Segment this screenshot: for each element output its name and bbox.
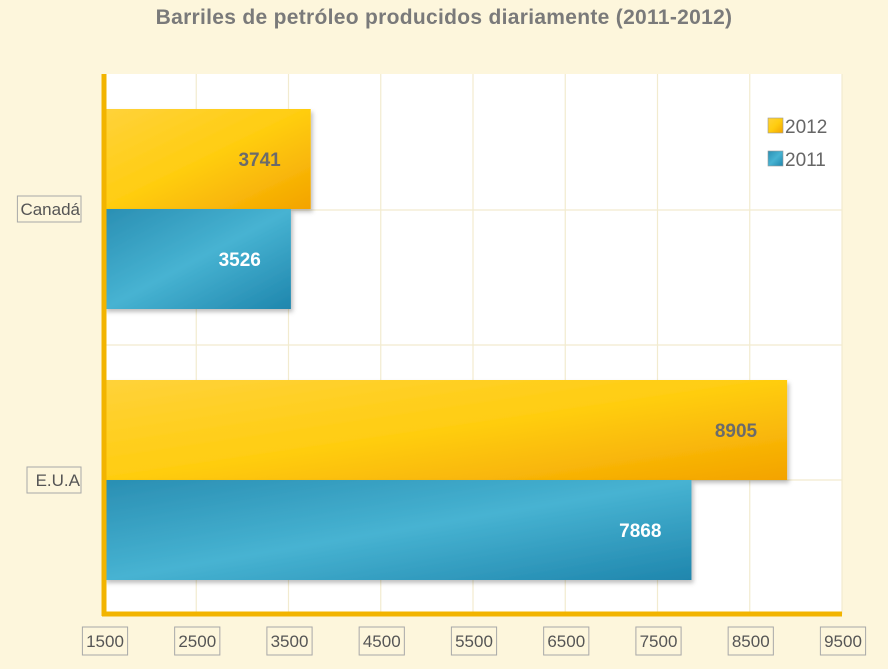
x-tick-label: 2500 <box>178 632 216 651</box>
x-tick-box <box>266 626 313 656</box>
legend-swatch-2012 <box>767 117 784 134</box>
category-label-1: E.U.A <box>26 466 82 494</box>
category-label-box <box>26 466 82 494</box>
x-tick-box <box>358 626 405 656</box>
x-tick-label: 5500 <box>455 632 493 651</box>
x-tick-4500: 4500 <box>358 626 405 656</box>
chart-title: Barriles de petróleo producidos diariame… <box>155 6 733 29</box>
bar-value-label: 3526 <box>219 250 261 271</box>
x-tick-3500: 3500 <box>266 626 313 656</box>
x-tick-label: 9500 <box>824 632 862 651</box>
x-tick-9500: 9500 <box>819 626 867 656</box>
x-tick-box <box>727 626 774 656</box>
legend-label-2011: 2011 <box>785 150 826 171</box>
category-label-text: Canadá <box>20 200 80 219</box>
category-label-box <box>16 195 82 223</box>
bar-value-label: 8905 <box>715 421 758 442</box>
x-tick-box <box>81 626 129 656</box>
x-tick-label: 3500 <box>271 632 309 651</box>
x-tick-box <box>819 626 867 656</box>
bar-2011-Canadá <box>104 209 291 309</box>
x-tick-label: 1500 <box>86 632 124 651</box>
x-tick-box <box>635 626 682 656</box>
x-tick-6500: 6500 <box>543 626 590 656</box>
category-label-0: Canadá <box>16 195 82 223</box>
bar-2012-Canadá <box>104 109 311 209</box>
x-tick-box <box>174 626 221 656</box>
x-tick-label: 4500 <box>363 632 401 651</box>
x-tick-label: 6500 <box>547 632 585 651</box>
x-tick-label: 7500 <box>640 632 678 651</box>
x-tick-box <box>543 626 590 656</box>
x-tick-2500: 2500 <box>174 626 221 656</box>
bar-2011-E.U.A <box>104 480 692 580</box>
x-tick-box <box>450 626 498 656</box>
x-tick-5500: 5500 <box>450 626 498 656</box>
bar-value-label: 3741 <box>238 150 281 171</box>
x-tick-label: 8500 <box>732 632 770 651</box>
legend-swatch-2011 <box>767 150 784 167</box>
legend-label-2012: 2012 <box>785 117 827 138</box>
x-tick-1500: 1500 <box>81 626 129 656</box>
x-tick-7500: 7500 <box>635 626 682 656</box>
x-tick-8500: 8500 <box>727 626 774 656</box>
category-label-text: E.U.A <box>36 471 81 490</box>
bar-2012-E.U.A <box>104 380 788 480</box>
bar-value-label: 7868 <box>619 521 661 542</box>
